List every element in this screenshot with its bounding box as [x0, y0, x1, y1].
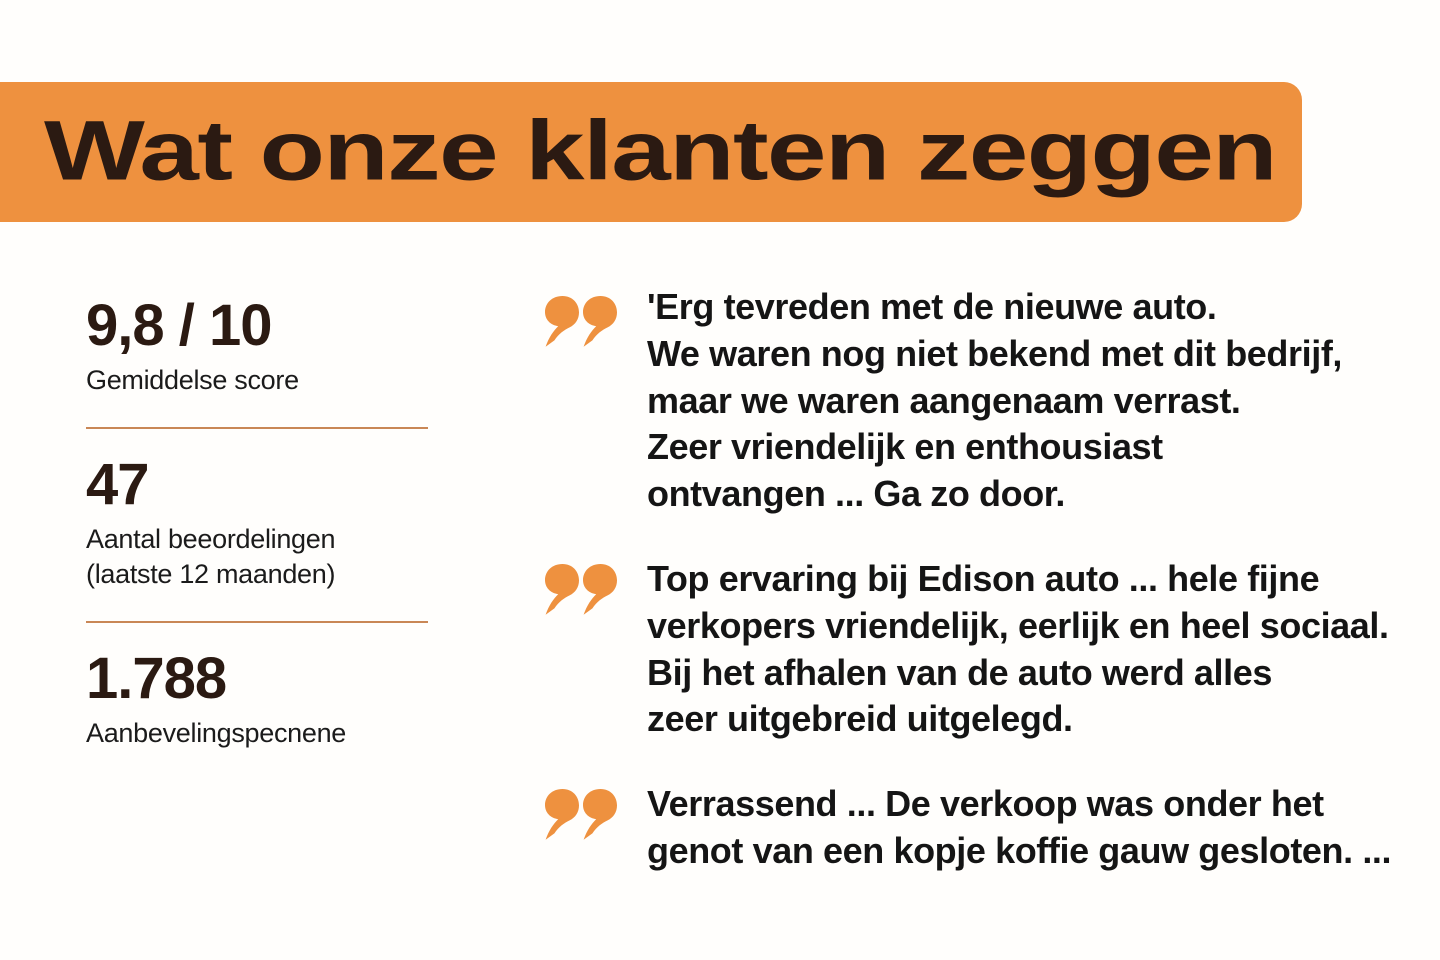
testimonial-item: Top ervaring bij Edison auto ... hele fi… — [543, 556, 1423, 743]
testimonial-text: Top ervaring bij Edison auto ... hele fi… — [647, 557, 1389, 740]
stat-average-score-label: Gemiddelse score — [86, 364, 299, 395]
testimonials-list: 'Erg tevreden met de nieuwe auto. We war… — [543, 286, 1423, 875]
testimonial-item: 'Erg tevreden met de nieuwe auto. We war… — [543, 286, 1423, 518]
testimonial-text: Verrassend ... De verkoop was onder het … — [647, 783, 1392, 871]
stat-recommendations-label: Aanbevelingspecnene — [86, 718, 347, 749]
stat-average-score: 9,8 / 10 Gemiddelse score — [86, 293, 430, 397]
testimonial-item: Verrassend ... De verkoop was onder het … — [543, 781, 1423, 875]
quote-mark-icon — [545, 789, 617, 840]
quote-mark-icon — [545, 296, 617, 347]
stat-review-count-label-line2: (laatste 12 maanden) — [86, 558, 336, 589]
stat-recommendations: 1.788 Aanbevelingspecnene — [86, 649, 430, 750]
stat-review-count: 47 Aantal beeordelingen (laatste 12 maan… — [86, 455, 430, 591]
header-banner: Wat onze klanten zeggen — [0, 82, 1302, 222]
stat-divider-1 — [86, 427, 428, 430]
page-title: Wat onze klanten zeggen — [44, 103, 1278, 198]
stats-column: 9,8 / 10 Gemiddelse score 47 Aantal beeo… — [86, 293, 430, 751]
stat-recommendations-value: 1.788 — [86, 646, 227, 712]
stat-average-score-value: 9,8 / 10 — [86, 293, 272, 358]
stat-review-count-label-line1: Aantal beeordelingen — [86, 524, 336, 555]
stat-divider-2 — [86, 621, 428, 624]
quote-mark-icon — [545, 563, 617, 615]
stat-review-count-value: 47 — [86, 452, 150, 518]
testimonial-text: 'Erg tevreden met de nieuwe auto. We war… — [647, 286, 1343, 515]
